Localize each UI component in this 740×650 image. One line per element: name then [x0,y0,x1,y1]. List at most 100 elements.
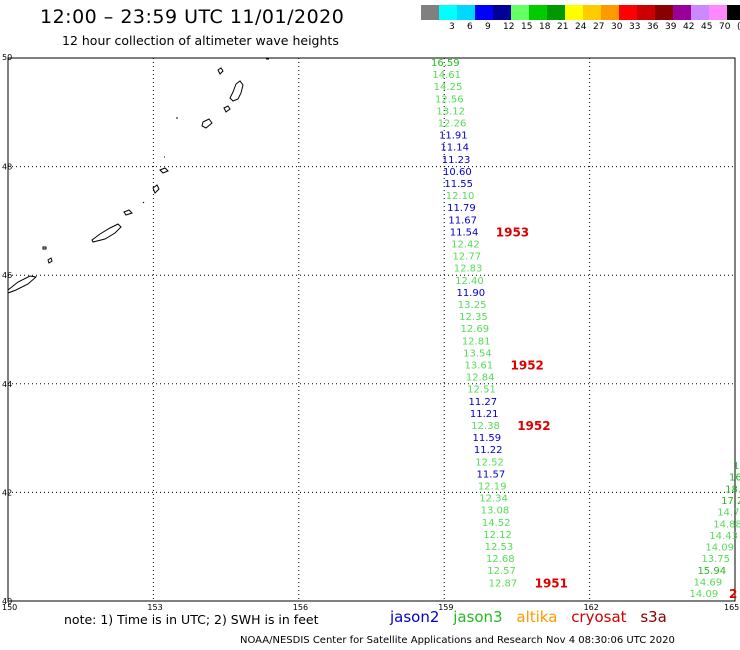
swh-value: 11.79 [447,203,476,214]
coastline [7,58,269,294]
lon-tick-label: 165 [724,603,739,612]
swh-value: 14.52 [482,518,511,529]
colorbar-swatch: 9 [475,5,493,32]
swh-value: 11.22 [474,445,503,456]
colorbar-swatch: 36 [637,5,658,32]
page-title: 12:00 – 23:59 UTC 11/01/2020 [40,6,345,28]
colorbar-swatch: 3 [439,5,457,32]
lat-tick-label: 50 [2,53,12,62]
swh-value: 13.08 [481,506,510,517]
swh-value: 14.69 [694,578,723,589]
swh-value: 12.53 [485,542,514,553]
swh-value: 16 [729,473,740,484]
lat-tick-label: 40 [2,597,12,606]
colorbar-swatch: 18 [529,5,550,32]
swh-value: 11.57 [477,469,506,480]
swh-value: 14.61 [432,70,461,81]
swh-value: 12.26 [438,119,467,130]
longitude-labels: 150 153 156 159 162 165 [2,603,739,612]
pass-time-label: 1953 [496,225,529,239]
swh-value: 11.14 [440,143,469,154]
swh-value: 12.81 [462,336,491,347]
swh-value: 14.09 [705,543,734,554]
swh-value: 14.88 [713,519,740,530]
swh-value: 12.38 [471,421,500,432]
lat-tick-label: 44 [2,380,12,389]
colorbar-label: 15 [521,22,533,32]
pass-time-label: 1952 [511,359,544,373]
colorbar-label: 36 [647,22,659,32]
island-7 [159,167,169,174]
swh-value: 11.55 [444,179,473,190]
colorbar-swatch: 15 [511,5,532,32]
legend-altika: altika [516,608,558,626]
swh-value: 11.27 [469,397,498,408]
swh-value: 11.59 [473,433,502,444]
island-9 [142,201,145,204]
swh-value: 15.94 [697,566,726,577]
colorbar-label: (ft) [737,22,740,32]
swh-value: 13.75 [701,554,730,565]
swh-value: 17. [733,461,740,472]
island-8 [152,184,160,194]
island-2 [229,80,244,102]
colorbar-label: 24 [575,22,587,32]
swh-value: 12.77 [452,252,481,263]
colorbar-swatch: 42 [673,5,694,32]
satellite-legend: jason2 jason3 altika cryosat s3a [390,608,676,626]
island-12 [42,246,47,250]
colorbar-swatch: 30 [601,5,622,32]
map-grid [8,58,735,601]
island-10 [123,209,133,216]
swh-value: 11.54 [450,227,479,238]
island-14 [7,275,38,294]
colorbar-label: 18 [539,22,551,32]
swh-value: 12.87 [489,578,518,589]
swh-value: 12.56 [435,94,464,105]
map-frame [7,57,736,602]
island-4 [201,118,213,129]
swh-value: 12.34 [479,494,508,505]
pass-time-label: 2 [729,587,737,601]
colorbar-label: 27 [593,22,605,32]
swh-value: 11.91 [439,131,468,142]
colorbar-swatch: 12 [493,5,514,32]
swh-value: 12.19 [478,482,507,493]
colorbar-label: 9 [485,22,491,32]
colorbar-label: 33 [629,22,641,32]
colorbar-label: 6 [467,22,473,32]
swh-value: 17.2 [721,496,740,507]
swh-value: 10.60 [443,167,472,178]
swh-value: 14.7 [717,508,739,519]
swh-value: 14.09 [690,589,719,600]
swh-value: 11.21 [470,409,499,420]
swh-value: 12.10 [446,191,475,202]
swh-value: 12.69 [460,324,489,335]
swh-value: 14.43 [709,531,738,542]
latitude-labels: 50 48 46 44 42 40 [2,53,12,606]
swh-value: 12.40 [455,276,484,287]
lon-tick-label: 153 [147,603,162,612]
swh-value: 16.59 [431,58,460,69]
swh-value: 13.61 [465,361,494,372]
swh-value: 13.25 [458,300,487,311]
lon-tick-label: 159 [438,603,453,612]
colorbar-swatch: 70 [709,5,730,32]
lon-tick-label: 150 [2,603,17,612]
swh-value: 11.67 [448,215,477,226]
legend-s3a: s3a [640,608,667,626]
swh-value: 12.83 [454,264,483,275]
swh-value: 11.23 [442,155,471,166]
island-13 [47,257,53,264]
island-11 [91,223,122,243]
swh-value: 12.42 [451,240,480,251]
swh-value: 14.25 [434,82,463,93]
swh-value: 18. [725,484,740,495]
swh-value: 12.84 [466,373,495,384]
legend-cryosat: cryosat [571,608,627,626]
colorbar-swatch: 45 [691,5,712,32]
footer-credit: NOAA/NESDIS Center for Satellite Applica… [240,635,675,646]
colorbar-label: 42 [683,22,695,32]
